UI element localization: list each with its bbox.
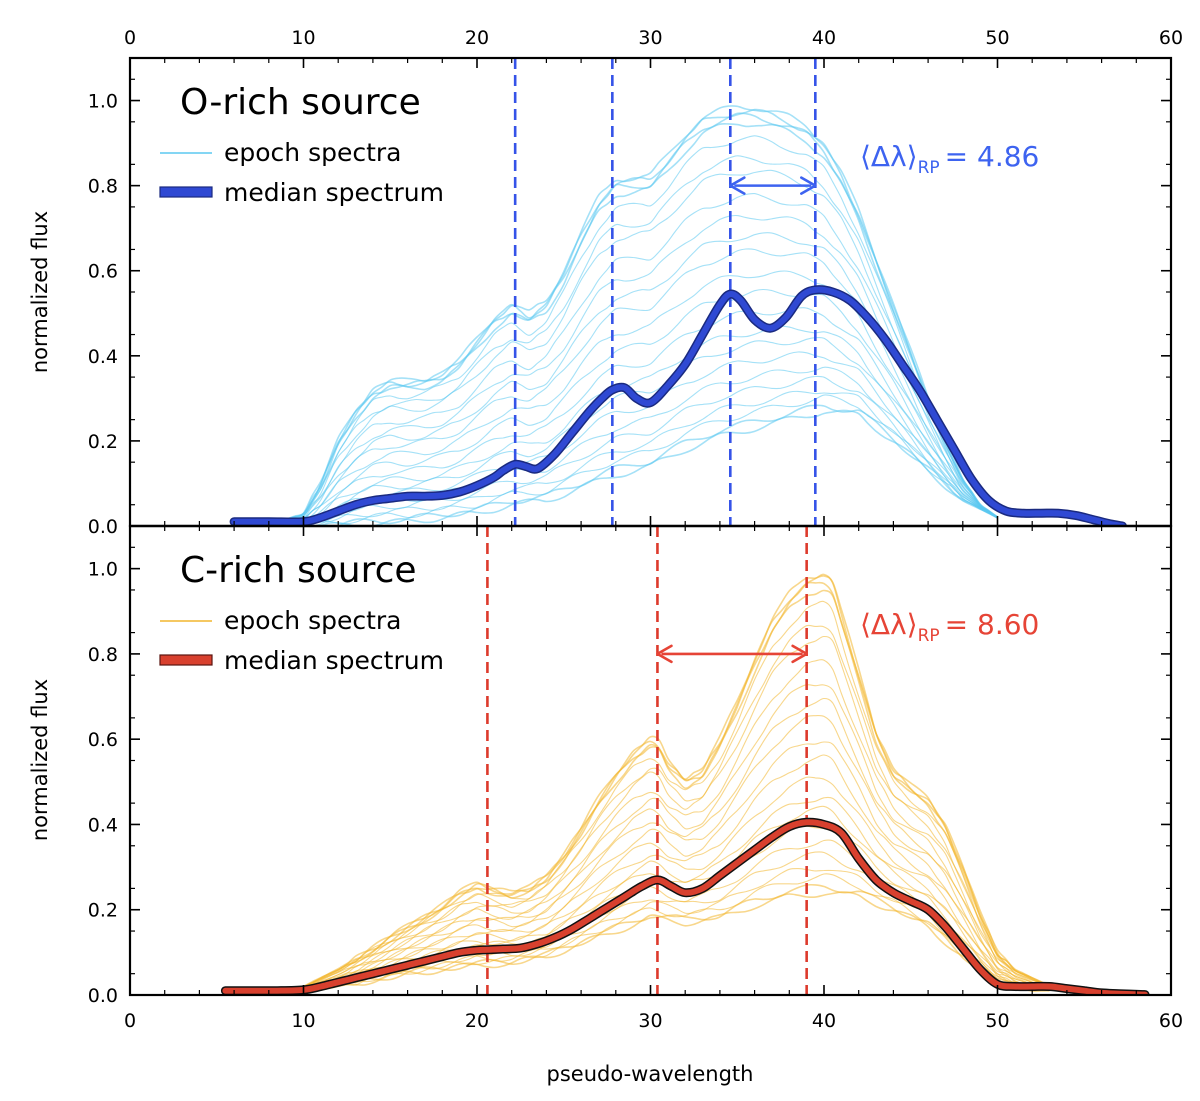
epoch-spectrum-line (268, 741, 1050, 995)
x-tick-label: 50 (985, 1010, 1009, 1032)
y-tick-label: 0.4 (88, 814, 118, 836)
o-rich-panel: 0 10 20 30 40 50 60 0.0 0.2 0.4 0.6 0.8 1.0 O-rich s… (88, 27, 1183, 538)
x-axis-label: pseudo-wavelength (547, 1062, 754, 1086)
o-rich-vertical-markers (513, 58, 817, 526)
epoch-spectrum-line (268, 270, 998, 526)
c-rich-annotation: ⟨Δλ⟩RP = 8.60 (860, 608, 1039, 646)
y-tick-label: 1.0 (88, 559, 118, 581)
annotation-label: ⟨Δλ⟩ (860, 608, 918, 641)
y-tick-label: 0.8 (88, 176, 118, 198)
epoch-spectrum-line (268, 375, 998, 526)
epoch-spectrum-line (268, 394, 998, 526)
legend-median-label: median spectrum (224, 646, 444, 675)
x-tick-label: 0 (124, 1010, 136, 1032)
x-tick-label: 20 (465, 1010, 489, 1032)
o-rich-annotation-arrow (729, 176, 817, 195)
legend-median-label: median spectrum (224, 178, 444, 207)
annotation-subscript: RP (918, 158, 940, 178)
epoch-spectrum-line (268, 325, 998, 526)
c-rich-title: C-rich source (180, 550, 417, 591)
x-tick-label: 10 (291, 1010, 315, 1032)
y-tick-label: 0.0 (88, 516, 118, 538)
c-rich-panel: 0 10 20 30 40 50 60 0.0 0.2 0.4 0.6 0.8 1.0 C-rich s… (88, 524, 1183, 1032)
annotation-subscript: RP (918, 626, 940, 646)
x-tick-label: 30 (638, 27, 662, 49)
o-rich-y-axis-label: normalized flux (28, 211, 52, 373)
x-tick-label: 40 (812, 27, 836, 49)
plot-frame (128, 524, 1173, 997)
epoch-spectrum-line (268, 214, 998, 526)
annotation-arrowhead-right (791, 644, 808, 664)
epoch-spectrum-line (268, 575, 1050, 995)
x-tick-label: 10 (291, 27, 315, 49)
epoch-spectrum-line (268, 123, 999, 526)
epoch-spectrum-line (268, 390, 998, 526)
epoch-spectrum-line (268, 714, 1050, 995)
x-tick-label: 40 (812, 1010, 836, 1032)
x-tick-label: 0 (124, 27, 136, 49)
epoch-spectrum-line (268, 684, 1050, 995)
epoch-spectrum-line (268, 307, 998, 526)
y-tick-label: 1.0 (88, 91, 118, 113)
annotation-arrowhead-left (729, 176, 746, 195)
c-rich-median-spectrum (220, 817, 1150, 995)
x-tick-label: 30 (638, 1010, 662, 1032)
legend-median-swatch (159, 654, 213, 666)
annotation-value: = 8.60 (945, 608, 1040, 641)
x-tick-label: 60 (1159, 27, 1183, 49)
y-tick-label: 0.2 (88, 900, 118, 922)
y-tick-label: 0.6 (88, 729, 118, 751)
x-tick-label: 20 (465, 27, 489, 49)
legend-median-swatch (159, 186, 213, 198)
x-tick-label: 60 (1159, 1010, 1183, 1032)
x-tick-label: 50 (985, 27, 1009, 49)
median-spectrum-line (231, 286, 1126, 526)
annotation-value: = 4.86 (945, 140, 1040, 173)
c-rich-annotation-arrow (656, 644, 808, 664)
epoch-spectrum-line (268, 169, 998, 526)
epoch-spectrum-line (268, 776, 1050, 995)
plot-frame (128, 56, 1173, 528)
y-tick-label: 0.0 (88, 985, 118, 1007)
epoch-spectrum-line (268, 409, 998, 526)
epoch-spectrum-line (268, 135, 998, 526)
annotation-label: ⟨Δλ⟩ (860, 140, 918, 173)
epoch-spectrum-line (268, 635, 1050, 995)
epoch-spectrum-line (268, 796, 1050, 995)
c-rich-ticks: 0 10 20 30 40 50 60 0.0 0.2 0.4 0.6 0.8 1.0 (88, 526, 1183, 1032)
annotation-arrowhead-right (800, 176, 817, 195)
y-tick-label: 0.2 (88, 431, 118, 453)
epoch-spectrum-line (268, 192, 998, 526)
epoch-spectrum-line (268, 404, 998, 526)
median-spectrum-outline (229, 285, 1127, 526)
epoch-spectrum-line (268, 697, 1050, 995)
epoch-spectrum-line (268, 112, 998, 526)
annotation-arrowhead-left (656, 644, 673, 664)
y-tick-label: 0.8 (88, 644, 118, 666)
c-rich-vertical-markers (486, 526, 808, 995)
legend-epoch-label: epoch spectra (224, 138, 402, 167)
y-tick-label: 0.4 (88, 346, 118, 368)
o-rich-annotation: ⟨Δλ⟩RP = 4.86 (860, 140, 1039, 178)
epoch-spectrum-line (268, 232, 998, 526)
epoch-spectrum-line (268, 600, 1050, 995)
o-rich-ticks: 0 10 20 30 40 50 60 0.0 0.2 0.4 0.6 0.8 1.0 (88, 27, 1183, 538)
epoch-spectrum-line (268, 873, 1050, 995)
o-rich-axes-frame (128, 56, 1173, 528)
legend-epoch-label: epoch spectra (224, 606, 402, 635)
o-rich-title: O-rich source (180, 82, 421, 123)
epoch-spectrum-line (268, 288, 998, 526)
c-rich-axes-frame (128, 524, 1173, 997)
c-rich-y-axis-label: normalized flux (28, 679, 52, 841)
epoch-spectrum-line (268, 659, 1050, 995)
median-spectrum-line (222, 819, 1148, 995)
o-rich-epoch-spectra (268, 105, 999, 526)
o-rich-median-spectrum (229, 285, 1127, 526)
y-tick-label: 0.6 (88, 261, 118, 283)
epoch-spectrum-line (268, 589, 1050, 995)
